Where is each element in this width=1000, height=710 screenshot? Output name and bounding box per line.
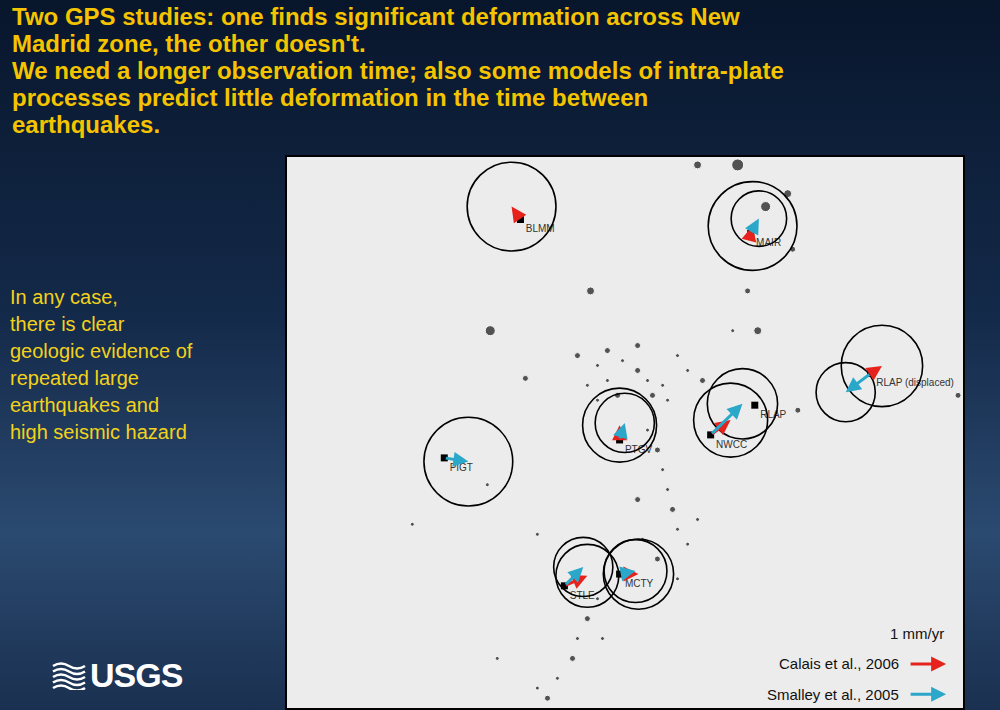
html-text:high seismic hazard: high seismic hazard bbox=[10, 421, 187, 443]
html-text:geologic evidence of: geologic evidence of bbox=[10, 340, 193, 362]
svg-text:PTGV: PTGV bbox=[625, 444, 653, 455]
svg-text:Calais et al., 2006: Calais et al., 2006 bbox=[779, 655, 899, 672]
svg-text:MAIR: MAIR bbox=[756, 237, 781, 248]
svg-text:RLAP: RLAP bbox=[760, 409, 786, 420]
html-text:In any case,: In any case, bbox=[10, 286, 118, 308]
svg-text:RLAP (displaced): RLAP (displaced) bbox=[876, 377, 954, 388]
html-text:We need a longer observation t: We need a longer observation time; also … bbox=[12, 57, 784, 84]
svg-text:MCTY: MCTY bbox=[625, 578, 654, 589]
svg-text:1 mm/yr: 1 mm/yr bbox=[890, 625, 944, 642]
html-text:Madrid zone, the other doesn't: Madrid zone, the other doesn't. bbox=[12, 30, 366, 57]
html-text:USGS: USGS bbox=[90, 655, 183, 694]
svg-text:BLMM: BLMM bbox=[526, 223, 555, 234]
svg-text:NWCC: NWCC bbox=[716, 439, 747, 450]
svg-text:PIGT: PIGT bbox=[450, 462, 473, 473]
html-text:there is clear: there is clear bbox=[10, 313, 125, 335]
html-text:earthquakes and: earthquakes and bbox=[10, 394, 159, 416]
html-text:Two GPS studies: one finds sig: Two GPS studies: one finds significant d… bbox=[12, 3, 740, 30]
svg-text:STLE: STLE bbox=[570, 590, 595, 601]
html-text:repeated large: repeated large bbox=[10, 367, 139, 389]
html-text:processes predict little defor: processes predict little deformation in … bbox=[12, 84, 649, 111]
svg-text:Smalley et al., 2005: Smalley et al., 2005 bbox=[767, 686, 899, 703]
html-text:earthquakes.: earthquakes. bbox=[12, 111, 161, 138]
